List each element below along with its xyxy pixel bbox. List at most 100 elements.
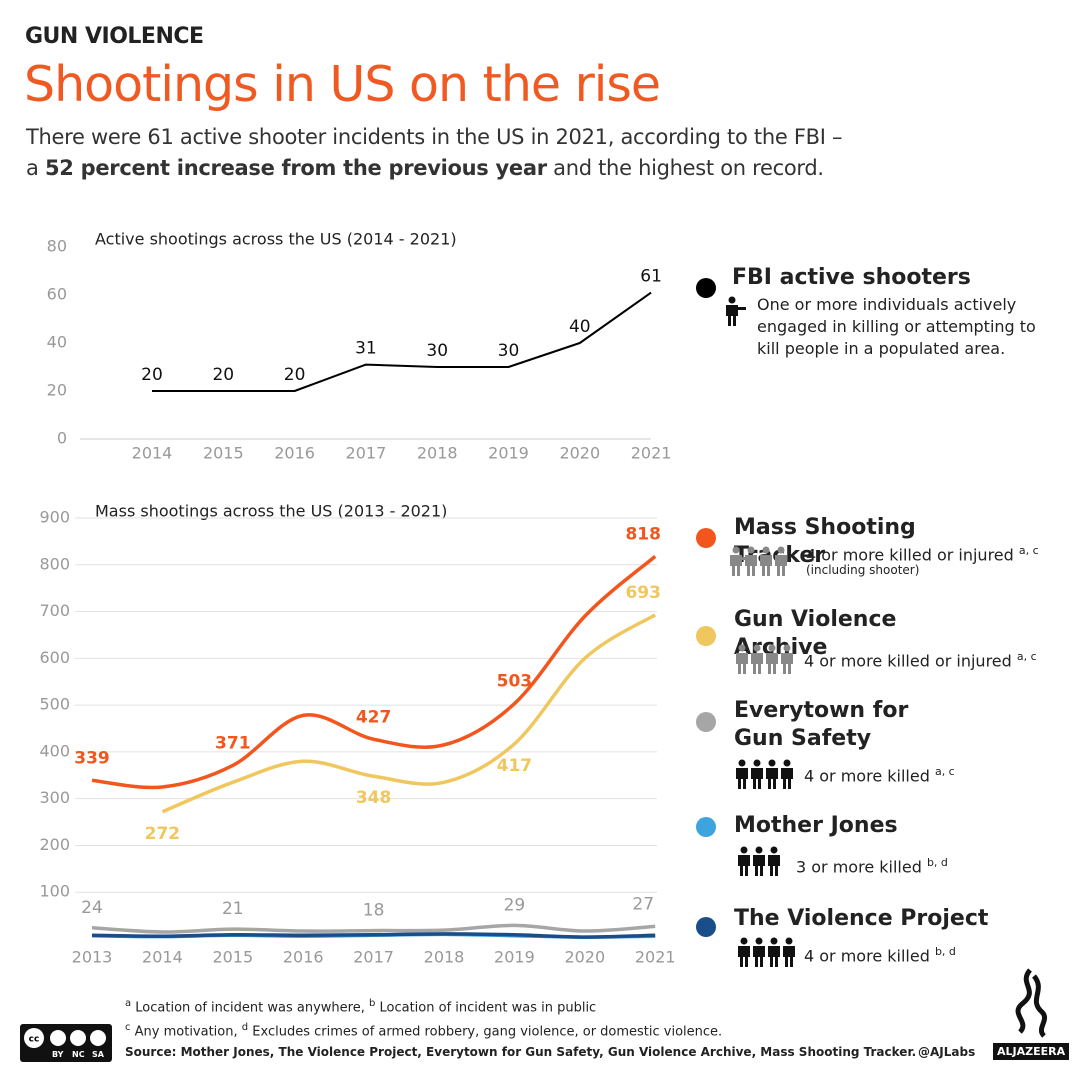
footnote-mark: a [125,998,132,1009]
icon [730,546,787,576]
icon-gun [738,307,746,310]
x-tick-label: 2018 [424,948,465,967]
icon-head [783,644,791,652]
footnote-mark: d [241,1022,249,1034]
icon-body [753,855,765,876]
y-tick-label: 0 [57,429,67,448]
data-label: 417 [497,756,533,776]
x-tick-label: 2017 [346,444,387,463]
legend-name: Everytown for Gun Safety [734,698,909,751]
icon-body [738,946,750,967]
icon [736,759,793,789]
y-tick-label: 900 [39,508,70,527]
x-tick-label: 2014 [132,444,173,463]
legend-description: 4 or more killed b, d [804,941,956,967]
description: 4 or more killed or injured [804,651,1012,671]
series-line [91,923,656,934]
x-tick-label: 2015 [212,948,253,967]
license-label: BY [52,1050,64,1059]
data-label: 20 [141,365,163,385]
title: Shootings in US on the rise [24,56,661,113]
data-label: 40 [569,317,591,337]
subtitle-text: a [26,156,45,180]
icon-body [781,653,793,674]
icon-head [777,546,785,554]
y-tick-label: 600 [39,648,70,667]
icon-body [736,768,748,789]
chart-title: Mass shootings across the US (2013 - 202… [95,502,447,521]
icon [738,846,780,876]
x-tick-label: 2018 [417,444,458,463]
icon-body [745,555,757,576]
icon [738,937,795,967]
y-tick-label: 300 [39,788,70,807]
footnote-refs: b, d [926,856,948,869]
y-tick-label: 100 [39,882,70,901]
legend-dot [696,917,716,937]
y-tick-label: 500 [39,695,70,714]
x-tick-label: 2019 [494,948,535,967]
y-tick-label: 400 [39,741,70,760]
subtitle-text: and the highest on record. [546,156,824,180]
footnote-refs: a, c [1018,544,1039,557]
brand: ALJAZEERA [993,1043,1070,1060]
footnote-mark: c [125,1022,131,1034]
icon-body [751,653,763,674]
data-label: 24 [81,898,103,918]
y-tick-label: 20 [47,381,67,400]
icon-body [751,768,763,789]
icon-body [736,653,748,674]
data-label: 427 [356,707,392,727]
icon-head [728,296,736,304]
icon-body [781,768,793,789]
data-label: 348 [356,788,392,808]
legend-dot [696,626,716,646]
icon-head [753,759,761,767]
x-tick-label: 2021 [635,948,676,967]
footnote-refs: a, c [1016,650,1037,663]
footnote: Excludes crimes of armed robbery, gang v… [252,1024,723,1040]
legend-name: Gun Violence Archive [734,607,897,660]
legend-name: FBI active shooters [732,265,971,290]
icon-head [740,846,748,854]
series-line [91,932,656,939]
subtitle-bold: 52 percent increase from the previous ye… [44,156,547,180]
icon-head [768,759,776,767]
icon-head [783,759,791,767]
data-label: 18 [363,901,385,921]
icon-head [753,644,761,652]
footnotes: a Location of incident was anywhere, b L… [125,994,722,1043]
legend-dot [696,712,716,732]
license-label: SA [92,1050,104,1059]
footnote: Any motivation, [134,1024,238,1040]
icon-body [775,555,787,576]
icon-body [766,653,778,674]
icon-body [760,555,772,576]
description: 4 or more killed or injured [806,545,1014,565]
logo-mark [1015,968,1048,1038]
series-line [152,291,652,392]
x-tick-label: 2013 [72,948,113,967]
icon-head [747,546,755,554]
legend-dot [696,278,716,298]
icon-head [768,644,776,652]
x-tick-label: 2015 [203,444,244,463]
x-tick-label: 2017 [353,948,394,967]
license-label: NC [72,1050,85,1059]
data-label: 31 [355,339,377,359]
y-tick-label: 80 [47,237,67,256]
legend-note: (including shooter) [806,563,920,577]
data-label: 272 [145,824,181,844]
icon-body [768,946,780,967]
icon [726,296,746,326]
footnote: Location of incident was anywhere, [135,1000,365,1016]
icon-body [783,946,795,967]
credit: @AJLabs [918,1045,976,1059]
data-label: 61 [640,267,662,287]
data-label: 30 [426,341,448,361]
legend-description: 4 or more killed or injured a, c [806,540,1039,566]
icon-head [738,644,746,652]
icon-head [770,846,778,854]
data-label: 818 [625,524,661,544]
